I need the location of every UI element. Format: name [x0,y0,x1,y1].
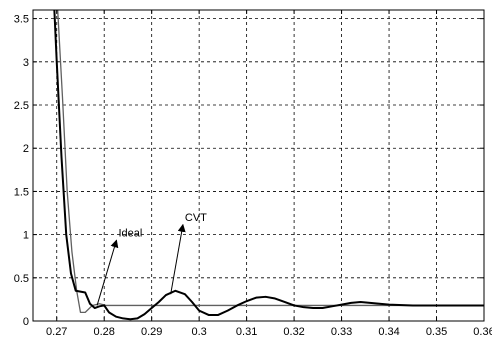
annotation-ideal-label: Ideal [118,227,142,239]
y-tick-label: 3.5 [14,14,29,26]
x-tick-label: 0.33 [331,326,352,338]
y-tick-label: 1.5 [14,186,29,198]
x-tick-label: 0.27 [46,326,67,338]
x-tick-label: 0.34 [378,326,399,338]
y-tick-label: 0.5 [14,273,29,285]
annotation-cvt-label: CVT [185,212,207,224]
plot-area [33,10,484,321]
annotation-arrow-ideal-label [96,239,119,306]
x-tick-label: 0.29 [141,326,162,338]
y-tick-label: 3 [23,57,29,69]
y-tick-label: 1 [23,230,29,242]
ticks: 0.27 0.28 0.29 0.3 0.31 0.32 0.33 0.34 0.35 0.36 0… [14,10,492,338]
annotation-arrow-cvt-label [170,223,186,295]
y-tick-label: 2 [23,143,29,155]
x-tick-label: 0.32 [283,326,304,338]
x-tick-label: 0.36 [473,326,492,338]
x-tick-label: 0.3 [192,326,207,338]
x-tick-label: 0.35 [426,326,447,338]
series-group [53,10,484,321]
annotations: Ideal CVT [96,212,207,306]
plot-frame [32,9,485,322]
grid [33,10,484,321]
series-line-ideal [57,10,484,314]
series-line-cvt [53,10,484,321]
x-tick-label: 0.31 [236,326,257,338]
y-tick-label: 0 [23,316,29,328]
y-tick-label: 2.5 [14,100,29,112]
x-tick-label: 0.28 [93,326,114,338]
